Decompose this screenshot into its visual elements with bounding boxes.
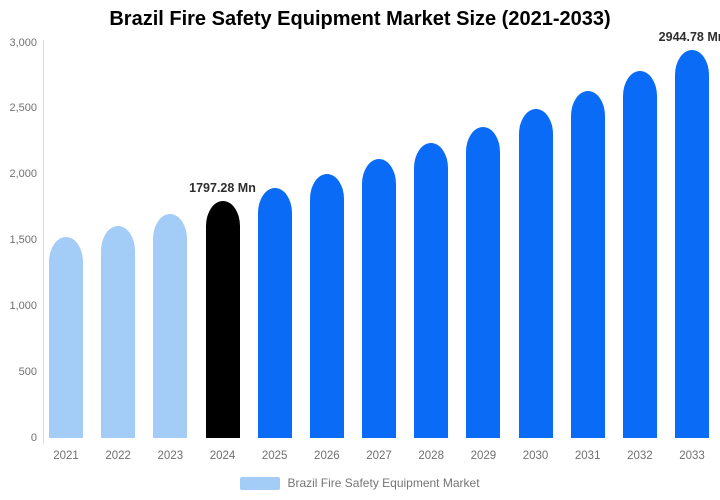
x-tick-label-2030: 2030 [522,450,549,462]
x-tick-label-2032: 2032 [627,450,653,462]
x-tick-label-2025: 2025 [261,450,288,462]
chart-title: Brazil Fire Safety Equipment Market Size… [109,8,611,30]
x-tick-label-2022: 2022 [105,450,131,462]
x-tick-label-2029: 2029 [470,450,497,462]
y-tick-label-1000: 1,000 [9,299,37,312]
bar-2022[interactable] [101,226,136,438]
x-tick-label-2028: 2028 [418,450,444,462]
y-tick-label-1500: 1,500 [9,234,37,246]
legend-item[interactable]: Brazil Fire Safety Equipment Market [0,476,720,490]
bar-2030[interactable] [518,109,553,438]
bar-2026[interactable] [309,173,344,438]
x-tick-label-2031: 2031 [574,450,601,462]
y-tick-label-2500: 2,500 [9,102,37,115]
y-tick-label-2000: 2,000 [9,168,37,181]
legend-swatch-icon [240,476,281,490]
y-tick-label-3000: 3,000 [9,36,37,49]
x-tick-label-2027: 2027 [366,450,392,462]
bar-2033[interactable] [675,50,710,438]
bar-2032[interactable] [622,70,657,438]
bar-2023[interactable] [153,214,188,438]
bar-2027[interactable] [362,159,397,438]
bar-2028[interactable] [414,143,449,438]
bar-2021[interactable] [49,237,83,438]
value-label-2033: 2944.78 Mn [658,30,720,45]
bar-2031[interactable] [570,90,605,438]
bar-2025[interactable] [257,187,292,438]
x-tick-label-2021: 2021 [53,450,79,462]
y-tick-label-500: 500 [18,365,37,378]
value-label-2024: 1797.28 Mn [189,181,256,196]
bar-2024[interactable] [205,201,240,438]
bar-2029[interactable] [466,126,501,438]
legend-label: Brazil Fire Safety Equipment Market [287,476,480,490]
y-axis-line [43,40,44,444]
x-tick-label-2026: 2026 [314,450,340,462]
x-tick-label-2033: 2033 [679,450,705,462]
x-tick-label-2024: 2024 [209,450,236,462]
x-tick-label-2023: 2023 [157,450,184,462]
y-tick-label-0: 0 [30,431,37,444]
